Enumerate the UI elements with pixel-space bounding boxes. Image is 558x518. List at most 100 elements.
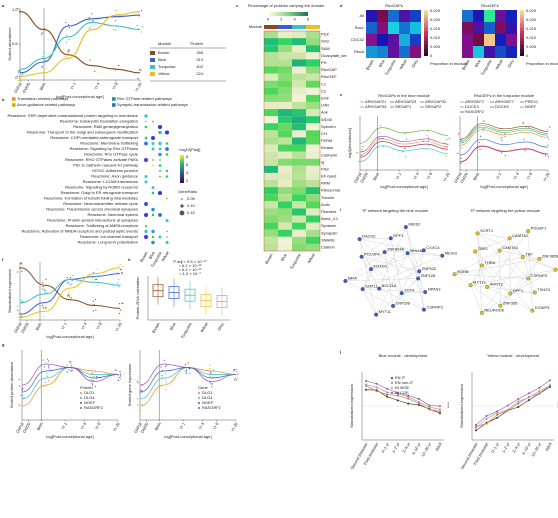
scale-tick: 0.05 (187, 196, 196, 201)
line (362, 289, 377, 315)
point (48, 367, 50, 369)
enrichment-dot (151, 229, 155, 234)
domain-label: FN3 (321, 166, 329, 171)
enrichment-dot (144, 125, 148, 129)
enrichment-dot (152, 120, 154, 123)
point (210, 373, 212, 375)
point (21, 300, 24, 303)
point (382, 146, 385, 148)
point (504, 135, 506, 138)
cell (306, 94, 320, 102)
point (504, 133, 506, 135)
point (118, 279, 120, 281)
point (43, 386, 45, 388)
line (362, 255, 443, 290)
scale-tick: 0.010 (430, 35, 441, 40)
panel-title: RhoGAPs (385, 3, 403, 8)
x-tick-label: GW18 (453, 171, 463, 184)
size-key (181, 198, 183, 200)
panel-title: TF network targeting the blue module (362, 208, 429, 213)
point (185, 370, 188, 372)
cell (264, 123, 278, 131)
scale-tick: 0.015 (526, 26, 537, 31)
cell (278, 187, 292, 195)
pathway-label: Reactome: Transport to the Golgi and sub… (27, 130, 138, 135)
enrichment-dot (158, 235, 162, 239)
cell (264, 73, 278, 81)
point (139, 68, 141, 71)
tf-node (399, 291, 404, 296)
x-tick-label: Turquoise (180, 321, 194, 339)
cell (264, 172, 278, 181)
table-cell: 313 (196, 57, 203, 62)
point (70, 297, 73, 299)
table-cell: Brown (158, 50, 169, 55)
point (68, 296, 70, 298)
point (475, 423, 477, 426)
point (43, 316, 45, 318)
point (69, 283, 71, 285)
point (213, 369, 215, 371)
p-value: < 1.2 × 10⁻⁷ (179, 271, 201, 276)
point (66, 282, 68, 284)
line (527, 258, 540, 279)
point (42, 288, 44, 290)
cell (278, 80, 292, 88)
cell (399, 10, 410, 22)
line (475, 251, 488, 288)
point (525, 126, 527, 128)
x-tick-label: Turquoise (480, 58, 494, 76)
node-label: TSHZ3 (537, 287, 550, 292)
enrichment-dot (165, 169, 169, 173)
curve (19, 11, 141, 74)
point (46, 375, 49, 377)
point (386, 393, 389, 396)
point (119, 309, 122, 311)
cell (306, 172, 320, 181)
scale-tick: 0.020 (430, 17, 441, 22)
scale-tick: 0.020 (526, 17, 537, 22)
cell (292, 201, 306, 209)
cell (278, 208, 292, 216)
node-label: ZNF428 (421, 273, 436, 278)
cell (399, 22, 410, 34)
panel-letter: g (2, 342, 5, 347)
point (66, 364, 68, 366)
point (116, 9, 118, 11)
point (496, 410, 499, 413)
point (496, 412, 499, 415)
point (116, 282, 119, 284)
x-tick-label: Grey (506, 59, 515, 69)
x-tick-label: Yr 4 (80, 321, 88, 331)
x-tick-label: Blue (473, 58, 482, 68)
cell (462, 34, 473, 46)
domain-label: EF-hand (321, 174, 336, 179)
point (119, 373, 121, 375)
tf-node (382, 250, 387, 255)
x-axis-label: log[Post-conceptional age] (56, 94, 103, 99)
point (501, 139, 503, 141)
line (470, 269, 556, 286)
line (470, 285, 535, 293)
point (17, 271, 19, 273)
point (404, 132, 406, 135)
cell (278, 165, 292, 173)
enrichment-dot (151, 240, 155, 245)
x-tick-label: GW20 (459, 171, 469, 184)
tf-node (526, 276, 531, 281)
cell (264, 180, 278, 188)
pathway-label: Reactome: Rho GTPase cycle (84, 152, 139, 157)
pathway-label: Reactome: Golgi to ER retrograde transpo… (61, 190, 139, 195)
x-tick-label: Blue (377, 58, 386, 68)
legend-label: DOCK9 (495, 104, 510, 109)
node-label: CAMTA1 (502, 245, 519, 250)
cell (306, 229, 320, 237)
point (93, 303, 95, 305)
module-swatch (150, 65, 155, 69)
line (361, 226, 406, 257)
cell (264, 229, 278, 237)
point (96, 375, 98, 378)
x-tick-label: Yellow (494, 58, 504, 70)
legend-label: ARHGEF7 (495, 99, 515, 104)
